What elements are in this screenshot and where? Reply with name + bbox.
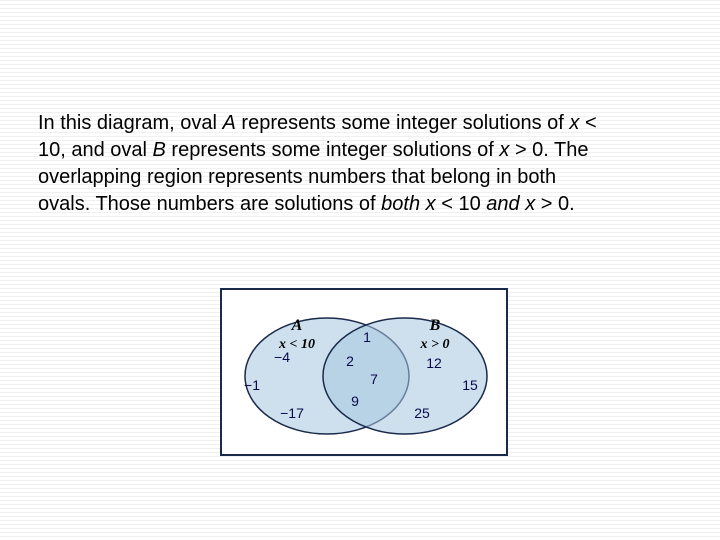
venn-oval-b (323, 318, 487, 434)
venn-diagram-container: Ax < 10Bx > 0−4−1−171279121525 (220, 288, 508, 456)
venn-intersection-value: 9 (351, 393, 359, 409)
venn-right-value: 15 (462, 377, 478, 393)
venn-right-value: 12 (426, 355, 442, 371)
text: > 0. (535, 193, 574, 215)
venn-sub-b: x > 0 (420, 337, 450, 352)
var-x: x (499, 139, 509, 161)
text: < 10 (436, 193, 487, 215)
text: In this diagram, oval (38, 112, 223, 134)
emph-both: both (381, 193, 420, 215)
venn-left-value: −1 (244, 377, 260, 393)
emph-and: and (486, 193, 519, 215)
venn-left-value: −4 (274, 349, 290, 365)
oval-a-ref: A (223, 112, 236, 134)
venn-right-value: 25 (414, 405, 430, 421)
var-x: x (569, 112, 579, 134)
venn-diagram: Ax < 10Bx > 0−4−1−171279121525 (222, 290, 506, 454)
venn-left-value: −17 (280, 405, 304, 421)
venn-intersection-value: 2 (346, 353, 354, 369)
var-x: x (426, 193, 436, 215)
text: represents some integer solutions of (236, 112, 570, 134)
venn-title-a: A (291, 317, 303, 334)
venn-intersection-value: 1 (363, 329, 371, 345)
venn-intersection-value: 7 (370, 371, 378, 387)
venn-title-b: B (429, 317, 441, 334)
oval-b-ref: B (153, 139, 166, 161)
var-x: x (525, 193, 535, 215)
description-paragraph: In this diagram, oval A represents some … (38, 110, 598, 218)
text: represents some integer solutions of (166, 139, 500, 161)
